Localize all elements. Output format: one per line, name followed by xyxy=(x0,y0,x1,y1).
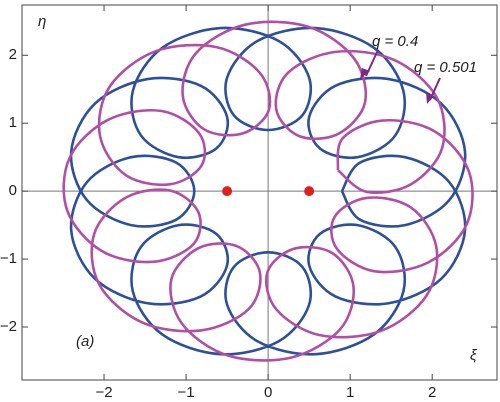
y-tick-label: 0 xyxy=(9,182,17,199)
x-tick-label: 1 xyxy=(346,384,354,397)
plot-frame xyxy=(21,4,498,381)
x-tick-label: 2 xyxy=(428,384,436,397)
x-axis-label: ξ xyxy=(470,347,478,364)
y-tick-label: −1 xyxy=(0,250,17,267)
x-tick-label: −1 xyxy=(178,384,195,397)
x-tick-label: 0 xyxy=(264,384,272,397)
series-line xyxy=(62,20,474,362)
arrow-head xyxy=(360,68,370,79)
y-tick-label: 2 xyxy=(9,46,17,63)
series-line xyxy=(69,26,467,356)
y-tick-label: −2 xyxy=(0,318,17,335)
x-tick-label: −2 xyxy=(95,384,112,397)
series-label: q = 0.4 xyxy=(372,33,418,50)
y-axis-label: η xyxy=(38,13,46,30)
y-tick-label: 1 xyxy=(9,114,17,131)
point xyxy=(304,186,315,197)
point xyxy=(222,186,233,197)
annotation: (a) xyxy=(76,333,94,350)
arrow-head xyxy=(426,92,434,104)
series-label: q = 0.501 xyxy=(414,59,477,76)
